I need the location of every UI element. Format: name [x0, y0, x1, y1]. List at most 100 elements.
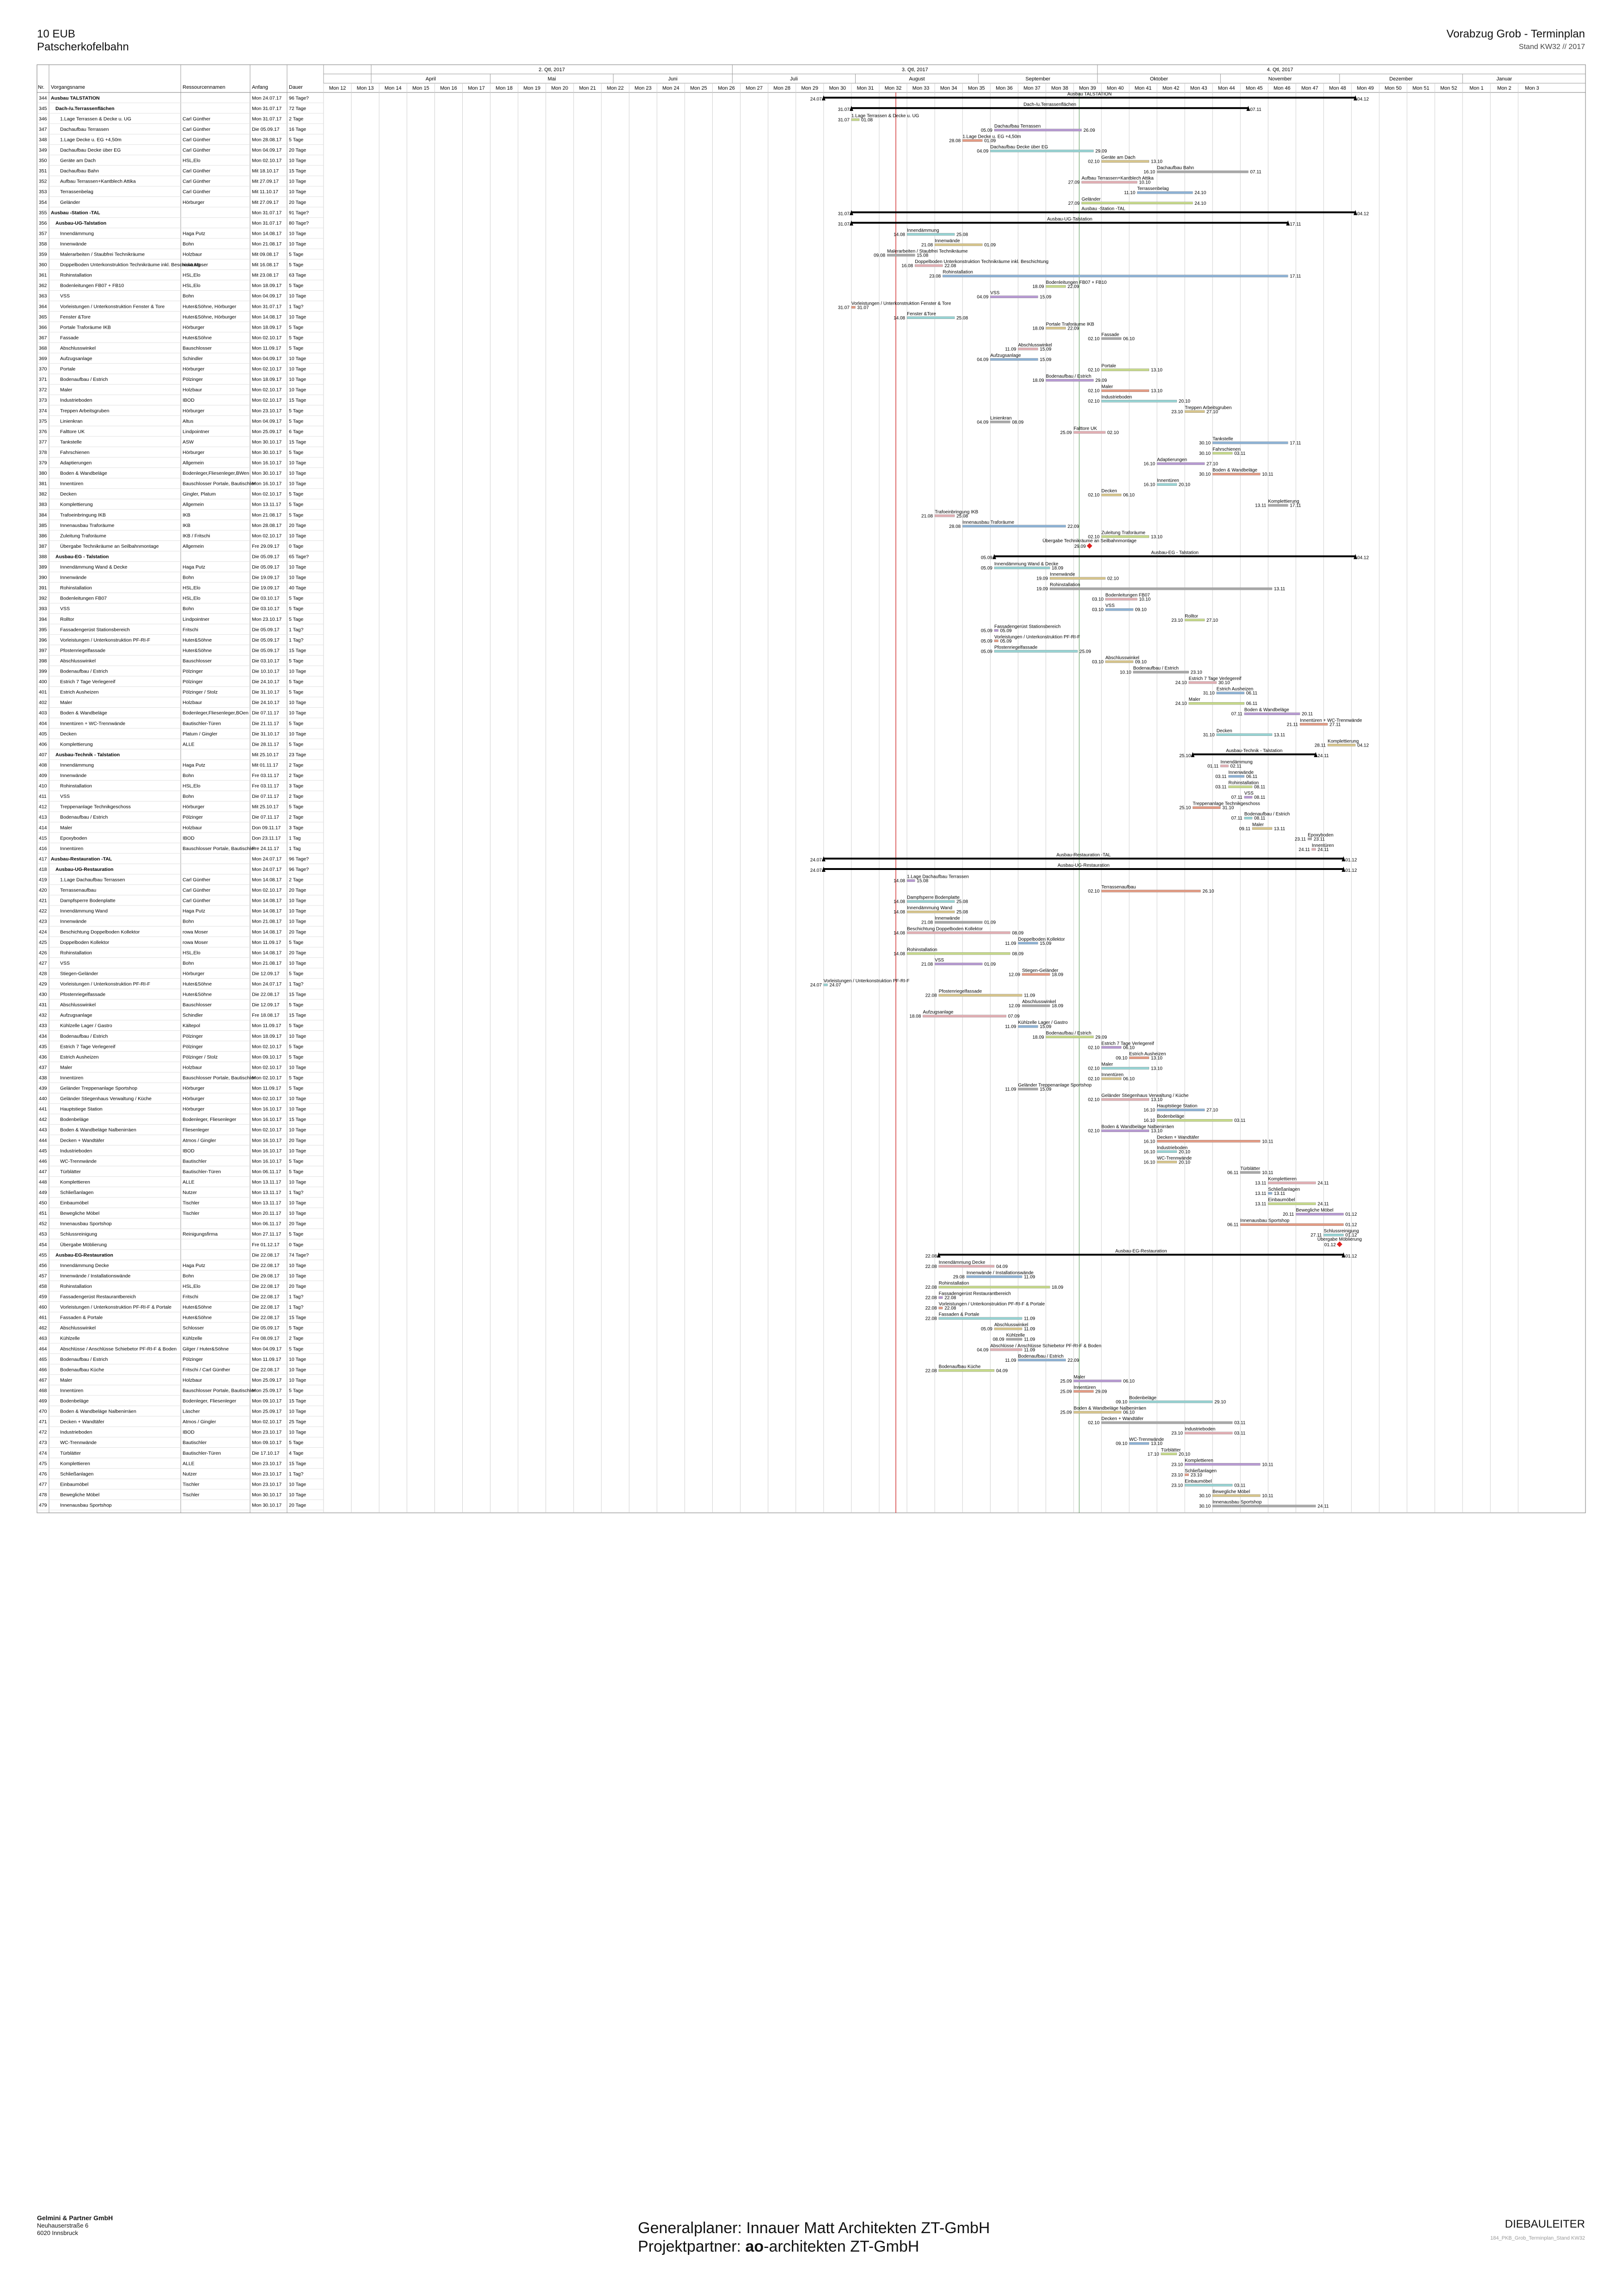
task-start: Mon 02.10.17	[252, 1065, 282, 1070]
task-bar	[1022, 973, 1050, 976]
task-name: Innenwände	[60, 919, 86, 925]
bar-end-date: 07.09	[1008, 1014, 1020, 1019]
task-name: VSS	[60, 794, 70, 799]
task-nr: 380	[39, 471, 47, 476]
bar-start-date: 02.10	[1088, 534, 1100, 539]
task-resources: Bodenleger, Fliesenleger	[183, 1117, 237, 1122]
task-bar	[1101, 493, 1121, 496]
task-name: Decken	[60, 491, 77, 497]
task-start: Mon 16.10.17	[252, 1138, 282, 1143]
task-start: Mon 02.10.17	[252, 491, 282, 497]
task-resources: Gingler, Platum	[183, 491, 216, 497]
bar-end-date: 24.11	[1317, 847, 1329, 852]
task-name: Innenwände	[60, 575, 86, 581]
task-bar	[906, 879, 915, 882]
task-duration: 10 Tage	[289, 241, 306, 247]
bar-label: Türblätter	[1240, 1166, 1260, 1171]
task-nr: 362	[39, 283, 47, 288]
bar-end-date: 17.11	[1290, 274, 1301, 279]
task-duration: 10 Tage	[289, 533, 306, 539]
task-name: Estrich Ausheizen	[60, 1054, 99, 1060]
task-start: Mon 13.11.17	[252, 1200, 282, 1206]
bar-start-date: 23.10	[1171, 1462, 1183, 1467]
task-bar	[823, 983, 828, 986]
task-bar	[1049, 577, 1106, 580]
task-nr: 474	[39, 1451, 47, 1456]
bar-start-date: 05.09	[981, 128, 992, 133]
bar-end-date: 29.09	[1096, 378, 1107, 383]
task-start: Mon 30.10.17	[252, 471, 282, 476]
bar-label: Innenausbau Traforäume	[962, 520, 1014, 525]
task-bar	[851, 118, 860, 121]
bar-start-date: 06.11	[1227, 1223, 1239, 1228]
task-start: Mon 18.09.17	[252, 283, 282, 288]
summary-end-cap	[1341, 866, 1346, 872]
task-resources: Bautischler	[183, 1440, 207, 1445]
bar-end-date: 03.11	[1234, 451, 1246, 456]
bar-end-date: 10.10	[1139, 597, 1151, 602]
task-resources: Bodenleger,Fliesenleger,BOen	[183, 710, 249, 716]
task-name: Abschlusswinkel	[60, 345, 96, 351]
task-name: Komplettierung	[60, 741, 93, 747]
task-name: Terrassenbelag	[60, 189, 93, 195]
task-name: Ausbau TALSTATION	[51, 95, 100, 101]
bar-start-date: 02.10	[1088, 1045, 1100, 1050]
task-name: Geländer	[60, 200, 80, 205]
bar-start-date: 12.09	[1009, 972, 1020, 977]
bar-label: Übergabe Technikräume an Seilbahnmontage	[1042, 538, 1137, 544]
task-start: Mon 02.10.17	[252, 1127, 282, 1133]
task-nr: 463	[39, 1336, 47, 1341]
task-name: Industrieboden	[60, 398, 92, 403]
bar-label: Bodenleitungen FB07	[1105, 593, 1150, 598]
task-resources: Carl Günther	[183, 898, 211, 904]
bar-end-date: 13.11	[1274, 733, 1285, 738]
task-nr: 350	[39, 158, 47, 164]
task-bar	[1268, 1182, 1316, 1184]
task-nr: 409	[39, 773, 47, 778]
bar-start-date: 18.09	[1033, 326, 1044, 331]
task-name: Industrieboden	[60, 1430, 92, 1435]
bar-start-date: 09.10	[1116, 1056, 1127, 1061]
bar-end-date: 25.09	[1079, 649, 1091, 654]
bar-end-date: 15.09	[1040, 1024, 1051, 1029]
task-bar	[1018, 942, 1038, 945]
task-bar	[1073, 1411, 1121, 1414]
bar-label: Treppenanlage Technikgeschoss	[1193, 802, 1260, 807]
task-bar	[994, 639, 998, 643]
task-bar	[1049, 587, 1273, 590]
task-nr: 431	[39, 1002, 47, 1008]
bar-start-date: 05.09	[981, 639, 992, 644]
task-duration: 15 Tage	[289, 992, 306, 998]
bar-end-date: 06.11	[1246, 701, 1258, 706]
task-resources: Hörburger	[183, 450, 205, 455]
partner-suffix: -architekten ZT-GmbH	[764, 2238, 919, 2255]
bar-start-date: 23.11	[1295, 837, 1306, 842]
bar-end-date: 18.09	[1052, 1285, 1063, 1290]
bar-start-date: 30.10	[1199, 472, 1211, 477]
task-resources: Huter&Söhne	[183, 1304, 212, 1310]
bar-start-date: 07.11	[1231, 795, 1243, 800]
task-name: Rohinstallation	[60, 585, 92, 591]
task-start: Die 03.10.17	[252, 658, 280, 664]
bar-end-date: 27.10	[1206, 618, 1218, 623]
task-bar	[990, 421, 1010, 423]
bar-end-date: 13.10	[1151, 1097, 1163, 1102]
task-name: Ausbau-Technik - Talstation	[55, 752, 120, 758]
task-start: Fre 08.09.17	[252, 1336, 280, 1341]
bar-label: Geländer	[1082, 197, 1101, 202]
task-start: Die 24.10.17	[252, 679, 280, 685]
task-name: Übergabe Technikräume an Seilbahnmontage	[60, 544, 159, 549]
bar-label: Pfostenriegelfassade	[939, 989, 982, 994]
bar-label: Schließanlagen	[1268, 1187, 1300, 1192]
bar-start-date: 14.08	[894, 931, 905, 936]
week-label: Mon 45	[1246, 86, 1263, 91]
bar-label: Rohinstallation	[1229, 781, 1259, 786]
task-resources: Hörburger	[183, 971, 205, 976]
task-resources: Gilger / Huter&Söhne	[183, 1346, 229, 1352]
task-bar	[994, 566, 1050, 569]
task-duration: 10 Tage	[289, 1263, 306, 1268]
bar-start-date: 14.08	[894, 879, 905, 884]
task-name: Rohinstallation	[60, 950, 92, 955]
column-header-duration: Dauer	[289, 85, 303, 90]
summary-bar	[938, 1254, 1344, 1256]
